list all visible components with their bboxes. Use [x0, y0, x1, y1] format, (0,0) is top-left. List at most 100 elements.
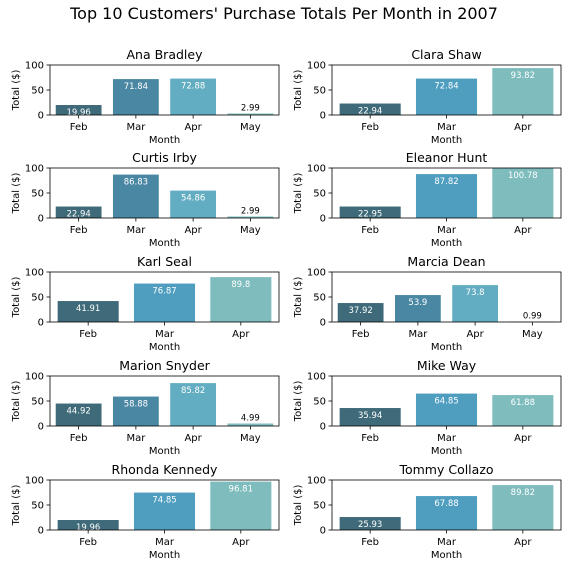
x-tick-label: Apr: [232, 537, 250, 548]
y-tick-label: 100: [307, 164, 326, 175]
data-label: 74.85: [152, 496, 176, 506]
y-tick-label: 100: [307, 372, 326, 383]
data-label: 72.88: [181, 82, 205, 92]
x-tick-label: Feb: [70, 225, 88, 236]
data-label: 22.94: [66, 210, 90, 220]
x-tick-label: Apr: [514, 537, 532, 548]
axes-frame: [331, 64, 562, 116]
bar: [339, 517, 401, 530]
subplot-9: Rhonda Kennedy 19.96 Feb 74.85 Mar 96.81 Apr 0 5…: [11, 462, 280, 561]
bar: [415, 174, 478, 218]
axes-frame: [331, 479, 562, 531]
y-tick-label: 50: [313, 189, 326, 200]
subplot-3: Curtis Irby 22.94 Feb 86.83 Mar 54.86 Apr 2.99 M…: [11, 150, 280, 249]
data-label: 19.96: [76, 523, 100, 533]
x-axis-label: Month: [149, 135, 180, 146]
subplot-7: Marion Snyder 44.92 Feb 58.88 Mar 85.82 Apr 4.9…: [11, 358, 280, 457]
subplot-title: Marcia Dean: [407, 254, 485, 269]
data-label: 89.82: [511, 488, 535, 498]
y-tick-label: 0: [38, 526, 44, 537]
x-tick-label: Mar: [155, 537, 175, 548]
data-label: 2.99: [241, 104, 260, 114]
subplot-title: Curtis Irby: [132, 150, 197, 165]
y-tick-label: 100: [307, 61, 326, 72]
data-label: 53.9: [408, 298, 427, 308]
x-tick-label: Apr: [184, 433, 202, 444]
bar: [133, 492, 196, 530]
data-label: 35.94: [358, 411, 382, 421]
data-label: 25.93: [358, 520, 382, 530]
y-tick-label: 100: [25, 476, 44, 487]
y-tick-label: 0: [320, 214, 326, 225]
x-axis-label: Month: [431, 446, 462, 457]
data-label: 44.92: [66, 407, 90, 417]
x-tick-label: Apr: [184, 122, 202, 133]
y-axis-label: Total ($): [11, 381, 22, 423]
bar: [210, 481, 272, 530]
x-tick-label: Feb: [70, 433, 88, 444]
x-tick-label: Apr: [514, 122, 532, 133]
bar: [492, 68, 554, 115]
data-label: 0.99: [523, 312, 542, 322]
axes-frame: [49, 64, 280, 116]
bar: [492, 395, 554, 426]
bar: [337, 303, 384, 322]
y-tick-label: 50: [31, 189, 44, 200]
axes-frame: [331, 167, 562, 219]
x-axis-label: Month: [149, 550, 180, 561]
axes-frame: [49, 167, 280, 219]
y-axis-label: Total ($): [293, 70, 304, 112]
x-tick-label: Mar: [437, 433, 457, 444]
data-label: 85.82: [181, 386, 205, 396]
bar: [452, 285, 499, 322]
subplot-title: Clara Shaw: [411, 47, 481, 62]
data-label: 19.96: [66, 108, 90, 118]
y-tick-label: 0: [38, 318, 44, 329]
bar: [55, 105, 102, 115]
bar: [492, 168, 554, 218]
y-tick-label: 50: [31, 86, 44, 97]
subplot-8: Mike Way 35.94 Feb 64.85 Mar 61.88 Apr 0 50 100 Mo…: [293, 358, 562, 457]
y-tick-label: 50: [31, 397, 44, 408]
subplot-10: Tommy Collazo 25.93 Feb 67.88 Mar 89.82 Apr 0 50…: [293, 462, 562, 561]
x-tick-label: Mar: [437, 122, 457, 133]
x-tick-label: Feb: [352, 329, 370, 340]
x-axis-label: Month: [431, 238, 462, 249]
x-tick-label: Mar: [126, 225, 146, 236]
bar: [227, 216, 274, 218]
bar: [227, 113, 274, 115]
data-label: 22.95: [358, 210, 382, 220]
bar: [339, 103, 401, 115]
subplot-title: Mike Way: [417, 358, 477, 373]
y-tick-label: 0: [320, 422, 326, 433]
bar: [57, 520, 119, 530]
x-tick-label: Feb: [70, 122, 88, 133]
subplot-5: Karl Seal 41.91 Feb 76.87 Mar 89.8 Apr 0 50 100 Mo…: [11, 254, 280, 353]
data-label: 58.88: [124, 400, 148, 410]
y-tick-label: 50: [31, 501, 44, 512]
axes-frame: [49, 479, 280, 531]
subplot-title: Marion Snyder: [119, 358, 210, 373]
y-tick-label: 0: [38, 214, 44, 225]
y-axis-label: Total ($): [293, 381, 304, 423]
data-label: 64.85: [434, 397, 458, 407]
y-tick-label: 100: [25, 164, 44, 175]
x-tick-label: Mar: [408, 329, 428, 340]
axes-frame: [49, 375, 280, 427]
data-label: 86.83: [124, 178, 148, 188]
data-label: 2.99: [241, 207, 260, 217]
data-label: 96.81: [229, 485, 253, 495]
x-tick-label: Apr: [514, 433, 532, 444]
bar: [55, 403, 102, 426]
y-axis-label: Total ($): [293, 485, 304, 527]
x-tick-label: Mar: [155, 329, 175, 340]
bar: [133, 283, 196, 322]
subplot-2: Clara Shaw 22.94 Feb 72.84 Mar 93.82 Apr 0 50 100…: [293, 47, 562, 146]
x-tick-label: Apr: [232, 329, 250, 340]
y-tick-label: 100: [25, 268, 44, 279]
data-label: 93.82: [511, 71, 535, 81]
bar: [55, 206, 102, 218]
bar: [210, 277, 272, 322]
bar: [394, 295, 441, 322]
